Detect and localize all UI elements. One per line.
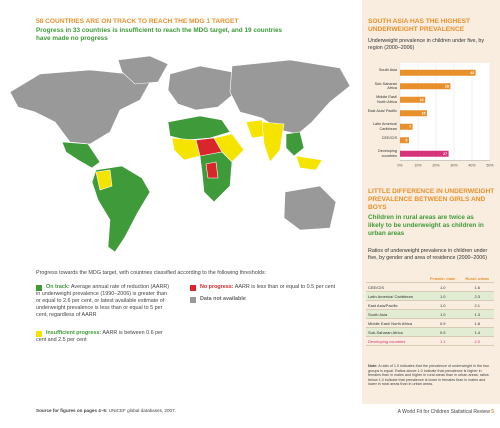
bar	[400, 96, 426, 103]
legend-text: AARR is less than or equal to 0.5 per ce…	[234, 284, 336, 290]
legend-item: No progress: AARR is less than or equal …	[190, 284, 350, 291]
value-cell: 1.6	[460, 282, 494, 292]
value-label: 42	[470, 71, 474, 75]
source-label: Source for figures on pages 4–5:	[36, 408, 108, 413]
legend-label: Insufficient progress:	[46, 330, 102, 336]
chart-subtitle: Underweight prevalence in children under…	[368, 38, 485, 51]
value-label: 14	[420, 98, 424, 102]
note-text: A ratio of 1.0 indicates that the preval…	[368, 364, 489, 387]
table-subtitle: Children in rural areas are twice as lik…	[368, 214, 484, 237]
bar-chart: 0% 10% 20% 30% 40% 50% 42 28 14 15 7 5 27	[397, 63, 494, 167]
value-label: 5	[406, 139, 408, 143]
legend-item: Insufficient progress: AARR is between 0…	[36, 330, 171, 344]
legend-item: Data not available	[190, 296, 350, 303]
main-subtitle: Progress in 33 countries is insufficient…	[36, 27, 283, 42]
x-tick-label: 50%	[486, 163, 494, 167]
table-description: Ratios of underweight prevalence in chil…	[368, 248, 488, 261]
table-row: Middle East/ North Africa 0.9 1.8	[366, 318, 494, 328]
bar	[400, 83, 451, 90]
value-cell: 1.0	[425, 282, 461, 292]
value-label: 28	[445, 85, 449, 89]
value-cell: 2.1	[460, 300, 494, 310]
region-cell: South Asia	[366, 309, 426, 319]
value-cell: 1.0	[425, 300, 461, 310]
table-title: LITTLE DIFFERENCE IN UNDERWEIGHT PREVALE…	[368, 188, 495, 211]
x-tick-label: 0%	[397, 163, 403, 167]
page-number: 5	[491, 409, 494, 415]
value-cell: 1.0	[425, 309, 461, 319]
world-map	[9, 55, 351, 253]
value-cell: 1.4	[460, 327, 494, 337]
category-label: East Asia/ Pacific	[367, 108, 397, 113]
x-tick-label: 10%	[414, 163, 422, 167]
legend-item: On track: Average annual rate of reducti…	[36, 284, 171, 319]
legend-swatch	[36, 330, 42, 337]
legend-intro: Progress towards the MDG target, with co…	[36, 270, 267, 276]
legend-swatch	[190, 296, 196, 303]
table-row: East Asia/Pacific 1.0 2.1	[366, 300, 494, 310]
category-label: CEE/CIS	[381, 135, 397, 140]
note: Note: A ratio of 1.0 indicates that the …	[368, 364, 494, 387]
bar	[400, 137, 409, 144]
value-label: 15	[422, 112, 426, 116]
legend-text: Average annual rate of reduction (AARR) …	[36, 284, 170, 318]
legend-label: No progress:	[200, 284, 234, 290]
legend-text: AARR is between 0.6 per cent and 2.5 per…	[36, 330, 163, 343]
value-cell: 2.3	[460, 291, 494, 301]
region-cell: East Asia/Pacific	[366, 300, 426, 310]
legend-swatch	[36, 284, 42, 291]
region-cell: Latin America/ Caribbean	[366, 291, 426, 301]
category-label: Sub-Saharan Africa	[374, 81, 397, 91]
page-footer: A World Fit for Children Statistical Rev…	[362, 409, 494, 415]
value-cell: 1.8	[460, 318, 494, 328]
region-cell: Sub-Saharan Africa	[366, 327, 426, 337]
legend-label: Data not available	[200, 296, 246, 302]
column-header: Rural: urban	[460, 274, 494, 283]
main-title: 58 COUNTRIES ARE ON TRACK TO REACH THE M…	[36, 18, 239, 25]
category-label: Middle East/ North Africa	[376, 95, 397, 104]
table-row: CEE/CIS 1.0 1.6	[366, 282, 494, 292]
legend-label: On track:	[46, 284, 70, 290]
value-cell: 1.3	[460, 309, 494, 319]
table-row: South Asia 1.0 1.3	[366, 309, 494, 319]
value-cell: 2.0	[460, 336, 494, 346]
value-label: 7	[409, 125, 411, 129]
bar	[400, 110, 427, 117]
category-label: Latin America/ Caribbean	[372, 122, 397, 131]
column-header: Female: male	[425, 274, 461, 283]
bar	[400, 150, 449, 157]
value-cell: 1.1	[425, 336, 461, 346]
value-cell: 0.9	[425, 318, 461, 328]
region-cell: CEE/CIS	[366, 282, 426, 292]
table-row: Developing countries 1.1 2.0	[366, 336, 494, 346]
region-cell: Developing countries	[366, 336, 426, 346]
table-row: Latin America/ Caribbean 1.0 2.3	[366, 291, 494, 301]
x-tick-label: 20%	[432, 163, 440, 167]
x-tick-label: 30%	[450, 163, 458, 167]
source-text: UNICEF global databases, 2007.	[108, 408, 176, 413]
region-cell: Middle East/ North Africa	[366, 318, 426, 328]
bar	[400, 69, 476, 76]
table-row: Sub-Saharan Africa 0.9 1.4	[366, 327, 494, 337]
note-label: Note:	[368, 364, 378, 368]
ratio-table: Female: male Rural: urban CEE/CIS 1.0 1.6 Lat…	[366, 274, 494, 346]
x-tick-label: 40%	[468, 163, 476, 167]
header-cell	[366, 274, 426, 283]
publication: A World Fit for Children Statistical Rev…	[397, 409, 490, 415]
bar	[400, 123, 413, 130]
side-panel: SOUTH ASIA HAS THE HIGHEST UNDERWEIGHT P…	[362, 0, 500, 404]
category-label: Developing countries	[378, 149, 397, 158]
legend-swatch	[190, 284, 196, 291]
source: Source for figures on pages 4–5: UNICEF …	[36, 408, 176, 413]
value-label: 27	[443, 152, 447, 156]
value-cell: 0.9	[425, 327, 461, 337]
value-cell: 1.0	[425, 291, 461, 301]
category-label: South Asia	[378, 68, 397, 73]
chart-title: SOUTH ASIA HAS THE HIGHEST UNDERWEIGHT P…	[368, 18, 471, 33]
header-row: Female: male Rural: urban	[366, 274, 494, 283]
